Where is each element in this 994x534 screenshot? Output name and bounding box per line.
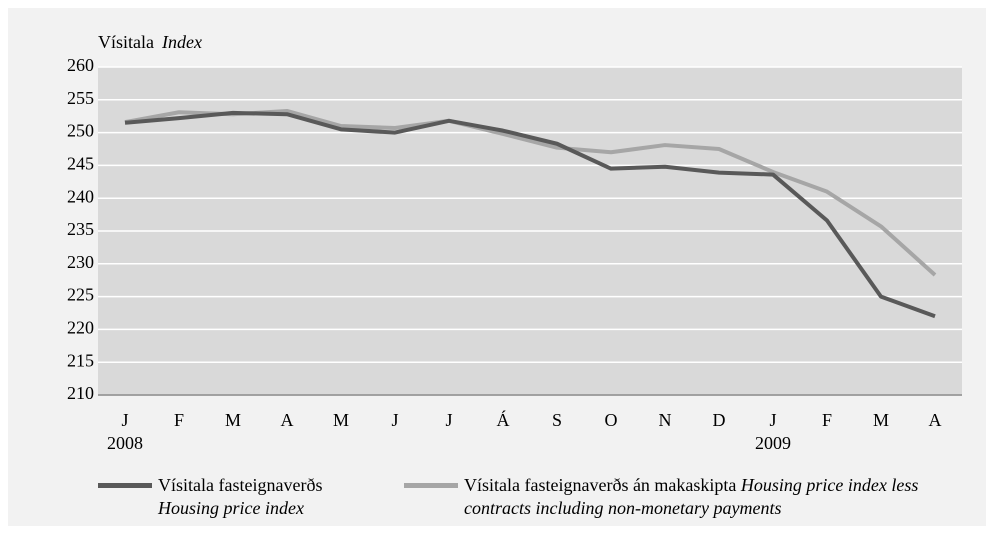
x-tick-label: J (391, 410, 398, 430)
y-tick-label: 230 (67, 252, 94, 272)
legend-label: Vísitala fasteignaverðs án makaskipta (464, 475, 737, 495)
x-tick-label: M (225, 410, 241, 430)
y-axis-title-en: Index (161, 32, 202, 52)
x-tick-label: A (929, 410, 942, 430)
x-year-label: 2009 (755, 433, 791, 453)
y-tick-label: 245 (67, 154, 94, 174)
series-line (124, 110, 936, 319)
x-tick-label: J (121, 410, 128, 430)
legend-item: Vísitala fasteignaverðs án makaskipta Ho… (404, 474, 944, 520)
x-year-label: 2008 (107, 433, 143, 453)
x-tick-label: M (333, 410, 349, 430)
legend-label-en: Housing price index less contracts inclu… (464, 475, 919, 518)
y-tick-label: 240 (67, 186, 94, 206)
x-tick-label: J (769, 410, 776, 430)
x-tick-label: F (822, 410, 832, 430)
y-axis-title-is: Vísitala (98, 32, 154, 52)
y-tick-label: 260 (67, 55, 94, 75)
x-tick-label: N (659, 410, 672, 430)
legend-label: Vísitala fasteignaverðs (158, 475, 323, 495)
x-tick-label: M (873, 410, 889, 430)
x-tick-label: Á (497, 409, 510, 430)
y-axis-title: Vísitala Index (98, 32, 202, 52)
x-tick-label: A (281, 410, 294, 430)
x-tick-label: J (445, 410, 452, 430)
x-tick-label: D (713, 410, 726, 430)
x-tick-label: F (174, 410, 184, 430)
y-tick-label: 250 (67, 121, 94, 141)
legend-text: Vísitala fasteignaverðs án makaskipta Ho… (464, 474, 944, 520)
y-tick-label: 235 (67, 219, 94, 239)
y-tick-label: 220 (67, 318, 94, 338)
x-tick-label: S (552, 410, 562, 430)
legend-swatch (404, 483, 458, 488)
legend-text: Vísitala fasteignaverðs Housing price in… (158, 474, 358, 520)
legend-item: Vísitala fasteignaverðs Housing price in… (98, 474, 358, 520)
legend-label-en: Housing price index (158, 498, 304, 518)
x-tick-label: O (605, 410, 618, 430)
y-tick-label: 255 (67, 88, 94, 108)
y-tick-label: 210 (67, 383, 94, 403)
y-tick-label: 225 (67, 285, 94, 305)
y-tick-label: 215 (67, 350, 94, 370)
legend-swatch (98, 483, 152, 488)
